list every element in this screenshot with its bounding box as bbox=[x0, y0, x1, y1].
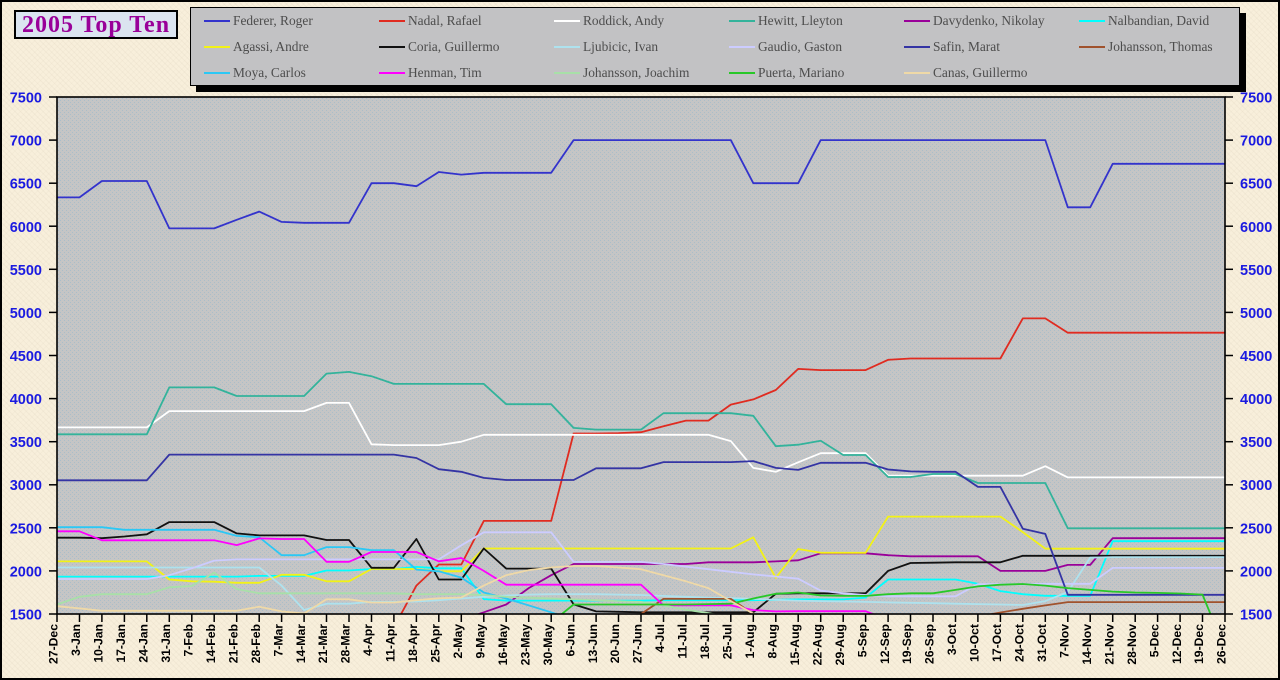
svg-text:11-Apr: 11-Apr bbox=[384, 624, 398, 662]
svg-text:21-Mar: 21-Mar bbox=[316, 624, 330, 664]
svg-text:25-Apr: 25-Apr bbox=[429, 624, 443, 663]
svg-text:28-Feb: 28-Feb bbox=[249, 624, 263, 663]
svg-text:7500: 7500 bbox=[10, 91, 42, 107]
svg-text:3000: 3000 bbox=[1240, 478, 1272, 494]
svg-text:4000: 4000 bbox=[1240, 392, 1272, 408]
svg-text:7-Nov: 7-Nov bbox=[1058, 624, 1072, 658]
svg-text:14-Feb: 14-Feb bbox=[204, 624, 218, 663]
svg-text:12-Sep: 12-Sep bbox=[878, 624, 892, 664]
svg-text:21-Nov: 21-Nov bbox=[1102, 624, 1116, 665]
svg-text:8-Aug: 8-Aug bbox=[766, 624, 780, 659]
svg-text:6500: 6500 bbox=[1240, 177, 1272, 193]
svg-text:27-Dec: 27-Dec bbox=[47, 624, 61, 664]
svg-text:7-Feb: 7-Feb bbox=[182, 624, 196, 657]
svg-text:6000: 6000 bbox=[1240, 220, 1272, 236]
svg-text:22-Aug: 22-Aug bbox=[810, 624, 824, 665]
svg-text:5-Dec: 5-Dec bbox=[1147, 624, 1161, 657]
svg-text:4000: 4000 bbox=[10, 392, 42, 408]
svg-text:26-Dec: 26-Dec bbox=[1215, 624, 1229, 664]
svg-text:6000: 6000 bbox=[10, 220, 42, 236]
svg-text:5-Sep: 5-Sep bbox=[855, 624, 869, 657]
svg-text:10-Jan: 10-Jan bbox=[92, 624, 106, 663]
svg-text:30-May: 30-May bbox=[541, 624, 555, 666]
svg-text:5500: 5500 bbox=[10, 263, 42, 279]
svg-text:20-Jun: 20-Jun bbox=[608, 624, 622, 663]
svg-text:24-Oct: 24-Oct bbox=[1013, 624, 1027, 662]
svg-text:28-Nov: 28-Nov bbox=[1125, 624, 1139, 665]
svg-text:18-Apr: 18-Apr bbox=[406, 624, 420, 663]
svg-text:2-May: 2-May bbox=[451, 624, 465, 659]
svg-text:3500: 3500 bbox=[10, 435, 42, 451]
svg-text:24-Jan: 24-Jan bbox=[137, 624, 151, 663]
svg-text:15-Aug: 15-Aug bbox=[788, 624, 802, 665]
svg-text:2500: 2500 bbox=[10, 521, 42, 537]
svg-text:29-Aug: 29-Aug bbox=[833, 624, 847, 665]
svg-text:28-Mar: 28-Mar bbox=[339, 624, 353, 664]
svg-text:2000: 2000 bbox=[10, 564, 42, 580]
svg-text:23-May: 23-May bbox=[518, 624, 532, 666]
svg-text:19-Dec: 19-Dec bbox=[1192, 624, 1206, 664]
svg-text:4500: 4500 bbox=[10, 349, 42, 365]
svg-text:7000: 7000 bbox=[1240, 134, 1272, 150]
svg-text:1500: 1500 bbox=[1240, 608, 1272, 624]
svg-text:4500: 4500 bbox=[1240, 349, 1272, 365]
svg-text:1-Aug: 1-Aug bbox=[743, 624, 757, 659]
svg-text:17-Jan: 17-Jan bbox=[114, 624, 128, 663]
svg-text:26-Sep: 26-Sep bbox=[923, 624, 937, 664]
svg-text:5000: 5000 bbox=[10, 306, 42, 322]
svg-text:17-Oct: 17-Oct bbox=[990, 624, 1004, 662]
svg-text:6500: 6500 bbox=[10, 177, 42, 193]
svg-text:27-Jun: 27-Jun bbox=[631, 624, 645, 663]
svg-text:5000: 5000 bbox=[1240, 306, 1272, 322]
svg-text:4-Apr: 4-Apr bbox=[361, 624, 375, 656]
svg-text:3500: 3500 bbox=[1240, 435, 1272, 451]
svg-text:7500: 7500 bbox=[1240, 91, 1272, 107]
svg-text:3-Jan: 3-Jan bbox=[69, 624, 83, 656]
svg-text:10-Oct: 10-Oct bbox=[968, 624, 982, 662]
svg-text:6-Jun: 6-Jun bbox=[563, 624, 577, 657]
svg-text:3000: 3000 bbox=[10, 478, 42, 494]
svg-text:3-Oct: 3-Oct bbox=[945, 624, 959, 655]
svg-text:13-Jun: 13-Jun bbox=[586, 624, 600, 663]
svg-text:7-Mar: 7-Mar bbox=[271, 624, 285, 657]
svg-text:4-Jul: 4-Jul bbox=[653, 624, 667, 652]
svg-text:25-Jul: 25-Jul bbox=[721, 624, 735, 659]
svg-text:18-Jul: 18-Jul bbox=[698, 624, 712, 659]
svg-text:16-May: 16-May bbox=[496, 624, 510, 666]
svg-text:2500: 2500 bbox=[1240, 521, 1272, 537]
svg-text:7000: 7000 bbox=[10, 134, 42, 150]
svg-text:21-Feb: 21-Feb bbox=[226, 624, 240, 663]
svg-text:11-Jul: 11-Jul bbox=[676, 624, 690, 659]
svg-text:14-Mar: 14-Mar bbox=[294, 624, 308, 664]
svg-text:12-Dec: 12-Dec bbox=[1170, 624, 1184, 664]
svg-text:31-Jan: 31-Jan bbox=[159, 624, 173, 663]
svg-text:31-Oct: 31-Oct bbox=[1035, 624, 1049, 662]
svg-text:19-Sep: 19-Sep bbox=[900, 624, 914, 664]
svg-text:5500: 5500 bbox=[1240, 263, 1272, 279]
svg-text:14-Nov: 14-Nov bbox=[1080, 624, 1094, 665]
svg-text:2000: 2000 bbox=[1240, 564, 1272, 580]
svg-text:1500: 1500 bbox=[10, 608, 42, 624]
svg-text:9-May: 9-May bbox=[474, 624, 488, 659]
